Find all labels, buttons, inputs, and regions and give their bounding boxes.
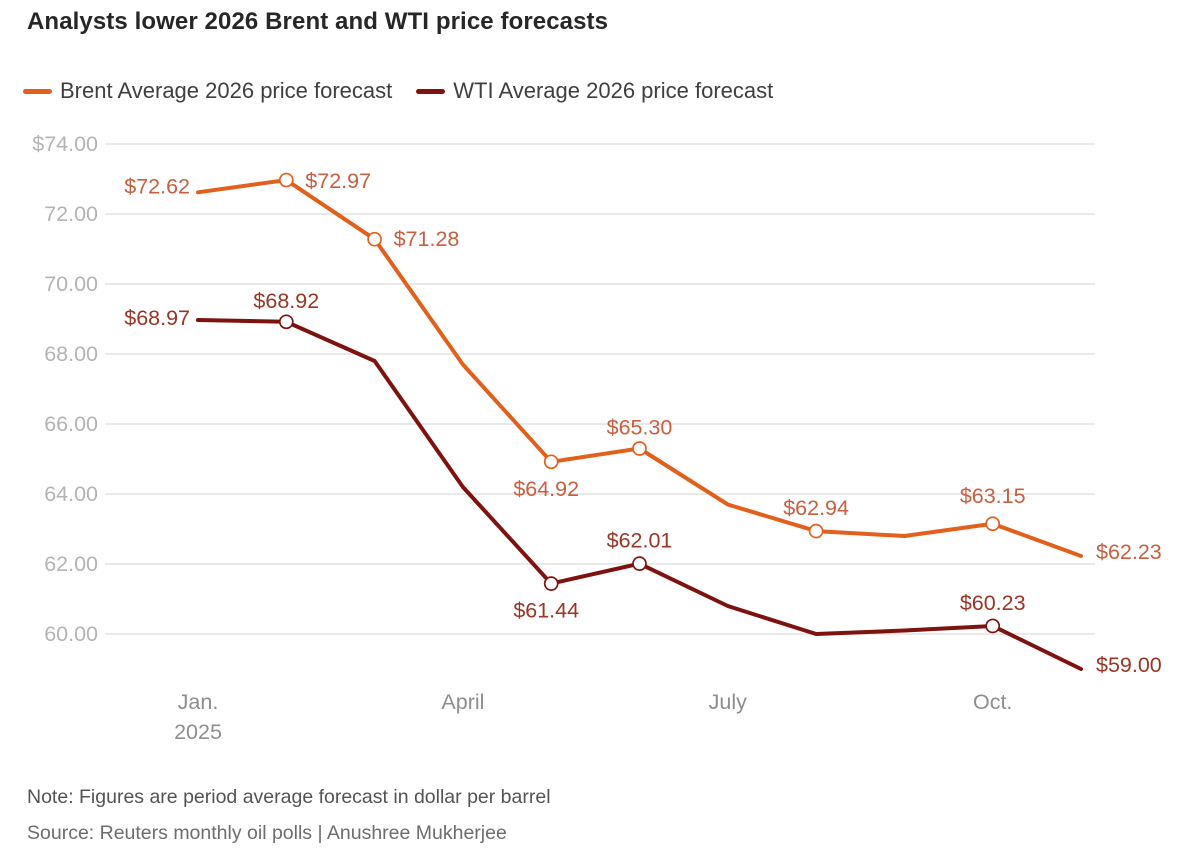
- brent-point-label: $71.28: [394, 227, 460, 251]
- brent-point-label: $63.15: [960, 484, 1026, 508]
- wti-point-label: $61.44: [513, 599, 579, 623]
- y-tick-label: 68.00: [44, 342, 98, 366]
- wti-point-label: $68.92: [253, 289, 319, 313]
- brent-point-marker: [985, 516, 1001, 532]
- x-tick-label: Oct.: [973, 690, 1012, 714]
- y-tick-label: 66.00: [44, 412, 98, 436]
- y-tick-label: 70.00: [44, 272, 98, 296]
- legend-item-brent: Brent Average 2026 price forecast: [23, 78, 392, 104]
- x-tick-label: Jan.: [178, 690, 219, 714]
- wti-line-swatch-icon: [416, 88, 446, 94]
- brent-point-marker: [278, 172, 294, 188]
- legend-item-wti: WTI Average 2026 price forecast: [416, 78, 773, 104]
- brent-point-marker: [632, 441, 647, 456]
- wti-point-marker: [543, 576, 559, 591]
- brent-point-marker: [808, 523, 824, 539]
- brent-point-label: $62.94: [783, 496, 849, 520]
- legend-label-brent: Brent Average 2026 price forecast: [60, 78, 393, 103]
- wti-point-label: $59.00: [1096, 653, 1162, 677]
- y-tick-label: 60.00: [44, 622, 98, 646]
- chart-title: Analysts lower 2026 Brent and WTI price …: [27, 8, 609, 35]
- wti-point-marker: [985, 618, 1001, 634]
- x-tick-label: July: [709, 690, 747, 714]
- wti-point-label: $68.97: [124, 306, 190, 330]
- brent-point-marker: [543, 454, 559, 470]
- legend: Brent Average 2026 price forecast WTI Av…: [23, 78, 773, 104]
- x-tick-sublabel: 2025: [174, 720, 222, 744]
- wti-point-marker: [278, 314, 294, 330]
- brent-point-label: $72.62: [124, 174, 190, 198]
- brent-point-label: $65.30: [607, 416, 673, 440]
- wti-point-marker: [632, 556, 647, 572]
- legend-label-wti: WTI Average 2026 price forecast: [453, 78, 774, 103]
- brent-point-label: $72.97: [305, 169, 371, 193]
- chart-source: Source: Reuters monthly oil polls | Anus…: [27, 822, 507, 844]
- wti-point-label: $60.23: [960, 591, 1026, 615]
- brent-line-swatch-icon: [23, 88, 52, 94]
- wti-point-label: $62.01: [607, 529, 673, 553]
- y-tick-label: 72.00: [44, 202, 98, 226]
- chart-note: Note: Figures are period average forecas…: [27, 786, 551, 808]
- y-tick-label: $74.00: [32, 132, 98, 156]
- brent-point-marker: [367, 231, 382, 247]
- brent-point-label: $64.92: [513, 477, 579, 501]
- x-tick-label: April: [441, 690, 484, 714]
- y-tick-label: 64.00: [44, 482, 98, 506]
- brent-point-label: $62.23: [1096, 540, 1162, 564]
- y-tick-label: 62.00: [44, 552, 98, 576]
- brent-line: [196, 178, 1083, 558]
